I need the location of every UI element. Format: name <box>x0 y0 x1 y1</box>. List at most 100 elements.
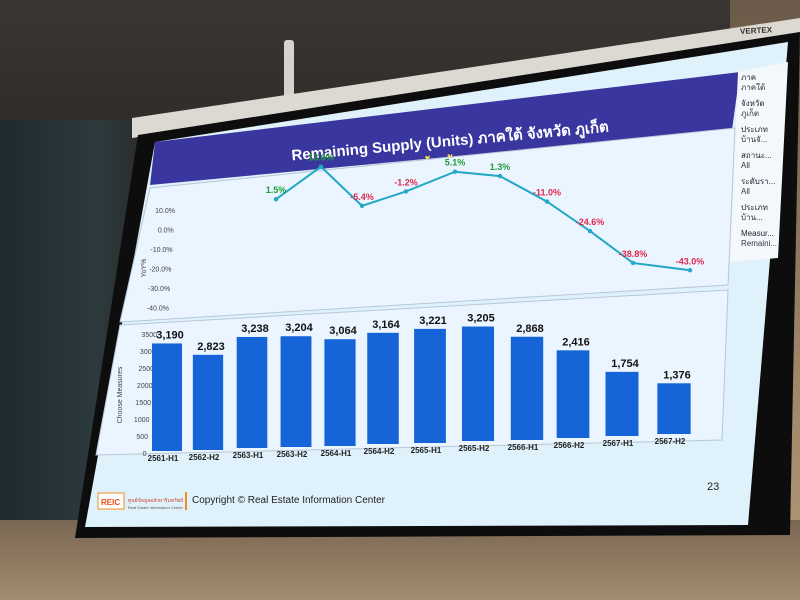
line-y-tick-0: 10.0% <box>155 208 175 215</box>
bar-10 <box>605 371 639 436</box>
bar-value-label-0: 3,190 <box>156 329 184 341</box>
bar-x-tick-2: 2563-H1 <box>233 451 264 460</box>
logo-caption-en: Real Estate Information Center <box>128 505 184 510</box>
bar-2 <box>236 336 268 448</box>
bar-x-tick-3: 2563-H2 <box>277 450 308 459</box>
filter-label-3: สถานะ... <box>741 151 772 160</box>
logo-text: REIC <box>101 498 120 507</box>
filter-label-0: ภาค <box>741 73 756 82</box>
footer-copyright: Copyright © Real Estate Information Cent… <box>192 495 386 506</box>
filter-list: ภาคภาคใต้จังหวัดภูเก็ตประเภทบ้านจั...สถา… <box>741 73 777 248</box>
yoy-label-9: -43.0% <box>676 256 705 266</box>
filter-value-3: All <box>741 161 750 170</box>
bar-x-tick-0: 2561-H1 <box>148 454 179 463</box>
reic-logo <box>97 492 125 510</box>
page-number: 23 <box>707 481 719 493</box>
bar-5 <box>367 332 399 444</box>
bar-y-tick-4: 1500 <box>135 400 151 407</box>
bar-y-tick-6: 500 <box>136 434 148 441</box>
yoy-label-0: 1.5% <box>266 185 287 195</box>
bar-value-label-10: 1,754 <box>611 358 639 370</box>
bar-value-label-9: 2,416 <box>562 336 590 348</box>
yoy-label-6: -11.0% <box>533 188 561 198</box>
bar-value-label-8: 2,868 <box>516 323 544 335</box>
bar-4 <box>324 339 356 446</box>
filter-label-1: จังหวัด <box>741 99 765 108</box>
ceiling-pipe <box>284 40 294 140</box>
line-y-label: YoY% <box>141 259 148 278</box>
yoy-label-4: 5.1% <box>445 158 466 168</box>
bar-y-tick-3: 2000 <box>137 383 153 390</box>
bar-value-label-3: 3,204 <box>285 322 313 334</box>
bar-6 <box>414 328 446 443</box>
yoy-label-7: -24.6% <box>576 217 605 227</box>
bar-value-label-11: 1,376 <box>663 369 691 381</box>
yoy-label-1: 13.6% <box>308 153 334 163</box>
filter-label-6: Measur... <box>741 229 774 238</box>
line-plot-area <box>119 127 736 323</box>
bar-x-tick-6: 2565-H1 <box>411 446 442 455</box>
bar-y-tick-0: 3500 <box>141 332 157 339</box>
yoy-label-2: -5.4% <box>350 192 374 202</box>
bar-x-tick-1: 2562-H2 <box>189 453 220 462</box>
bar-y-tick-7: 0 <box>143 451 147 458</box>
yoy-series-line <box>275 165 691 272</box>
filter-panel <box>730 62 788 262</box>
filter-value-2: บ้านจั... <box>741 135 767 144</box>
filter-label-2: ประเภท <box>741 125 768 134</box>
yoy-point-0 <box>273 197 279 202</box>
bar-11 <box>657 383 691 434</box>
bar-value-label-6: 3,221 <box>419 315 447 327</box>
yoy-label-5: 1.3% <box>490 162 511 172</box>
remaining-supply-bar-chart: 3500 3000 2500 2000 1500 1000 500 0 Choose Measu… <box>95 289 729 463</box>
bar-x-tick-9: 2566-H2 <box>554 441 585 450</box>
yoy-point-9 <box>687 268 693 273</box>
bar-y-label: Choose Measures <box>117 366 124 423</box>
bar-7 <box>461 326 495 441</box>
bar-y-tick-2: 2500 <box>138 366 154 373</box>
yoy-point-2 <box>359 203 365 209</box>
yoy-point-1 <box>318 164 324 169</box>
logo-caption-thai: ศูนย์ข้อมูลอสังหาริมทรัพย์ <box>128 497 183 504</box>
bar-3 <box>280 336 312 447</box>
brand-label: VERTEX <box>740 25 773 36</box>
yoy-point-7 <box>587 228 593 234</box>
bar-x-tick-8: 2566-H1 <box>508 443 539 452</box>
bar-value-label-1: 2,823 <box>197 341 225 353</box>
yoy-point-8 <box>630 260 636 266</box>
bar-y-tick-5: 1000 <box>134 417 150 424</box>
bar-8 <box>510 336 544 440</box>
yoy-point-4 <box>452 169 458 174</box>
bar-9 <box>556 350 590 438</box>
bar-1 <box>192 354 224 450</box>
filter-label-5: ประเภท <box>741 203 768 212</box>
yoy-point-6 <box>544 199 550 204</box>
line-y-tick-2: -10.0% <box>150 247 172 254</box>
line-y-tick-3: -20.0% <box>149 267 171 274</box>
screen-housing <box>132 18 800 138</box>
bar-y-tick-1: 3000 <box>140 349 156 356</box>
line-y-tick-5: -40.0% <box>147 306 169 313</box>
yoy-point-3 <box>403 189 409 194</box>
filter-value-1: ภูเก็ต <box>741 108 759 119</box>
bar-value-label-7: 3,205 <box>467 313 495 325</box>
bar-value-label-4: 3,064 <box>329 325 357 337</box>
bar-value-label-2: 3,238 <box>241 323 269 335</box>
filter-value-0: ภาคใต้ <box>741 83 765 92</box>
bar-x-tick-7: 2565-H2 <box>459 444 490 453</box>
filter-value-6: Remaini... <box>741 239 777 248</box>
bar-x-tick-5: 2564-H2 <box>364 447 395 456</box>
title-bar <box>150 72 740 185</box>
filter-value-4: All <box>741 187 750 196</box>
filter-label-4: ระดับรา... <box>741 177 775 186</box>
bar-x-tick-4: 2564-H1 <box>321 449 352 458</box>
bar-0 <box>152 343 182 451</box>
yoy-label-8: -38.8% <box>619 249 648 259</box>
yoy-point-5 <box>497 173 503 179</box>
yoy-line-chart: 10.0% 0.0% -10.0% -20.0% -30.0% -40.0% YoY% 1.5… <box>119 127 736 323</box>
yoy-label-3: -1.2% <box>394 177 418 187</box>
footer: REIC ศูนย์ข้อมูลอสังหาริมทรัพย์ Real Est… <box>97 481 719 510</box>
line-y-tick-1: 0.0% <box>158 228 174 235</box>
